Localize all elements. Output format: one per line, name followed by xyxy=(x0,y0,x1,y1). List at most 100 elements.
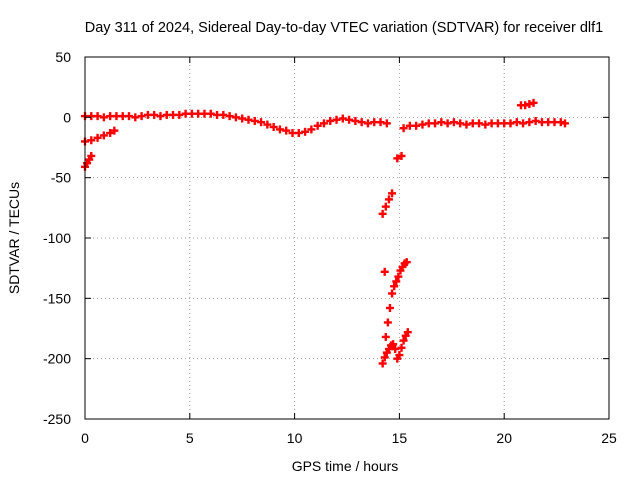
data-point xyxy=(275,125,284,134)
data-point xyxy=(384,195,393,204)
data-point xyxy=(378,359,387,368)
data-point xyxy=(392,277,401,286)
data-point xyxy=(326,116,335,125)
data-point xyxy=(150,110,159,119)
data-point xyxy=(381,332,390,341)
data-point xyxy=(529,98,538,107)
x-tick-label: 5 xyxy=(186,430,194,446)
data-point xyxy=(263,120,272,129)
grid-lines xyxy=(85,57,609,419)
data-point xyxy=(313,121,322,130)
data-point xyxy=(403,328,412,337)
data-point xyxy=(338,114,347,123)
data-point xyxy=(381,202,390,211)
data-point xyxy=(87,136,96,145)
data-point xyxy=(391,345,400,354)
data-point xyxy=(556,118,565,127)
data-point xyxy=(257,118,266,127)
chart-title: Day 311 of 2024, Sidereal Day-to-day VTE… xyxy=(85,20,603,36)
data-point xyxy=(376,118,385,127)
data-point xyxy=(385,303,394,312)
data-point xyxy=(250,116,259,125)
axis-ticks xyxy=(84,56,610,420)
y-axis-label: SDTVAR / TECUs xyxy=(6,182,22,294)
data-point xyxy=(307,125,316,134)
data-point xyxy=(106,129,115,138)
y-tick-label: -150 xyxy=(43,290,71,306)
data-point xyxy=(402,258,411,267)
data-point xyxy=(219,110,228,119)
data-point xyxy=(388,289,397,298)
data-point xyxy=(506,119,515,128)
data-point xyxy=(390,282,399,291)
y-tick-labels: -250 -200 -150 -100 -50 0 50 xyxy=(43,49,71,427)
data-point xyxy=(225,112,234,121)
data-point xyxy=(443,119,452,128)
data-point xyxy=(456,119,465,128)
data-point xyxy=(269,122,278,131)
data-point xyxy=(244,115,253,124)
data-point xyxy=(345,115,354,124)
data-point xyxy=(301,127,310,136)
data-point xyxy=(363,119,372,128)
data-point xyxy=(351,116,360,125)
data-point xyxy=(395,351,404,360)
data-point xyxy=(231,113,240,122)
data-point xyxy=(397,343,406,352)
data-point xyxy=(431,119,440,128)
data-point xyxy=(99,113,108,122)
data-point xyxy=(294,129,303,138)
data-point xyxy=(412,121,421,130)
data-point xyxy=(389,340,398,349)
x-tick-label: 10 xyxy=(287,430,303,446)
data-point xyxy=(125,112,134,121)
data-point xyxy=(397,151,406,160)
data-point xyxy=(380,353,389,362)
data-point xyxy=(388,189,397,198)
y-tick-label: 0 xyxy=(63,109,71,125)
data-point xyxy=(449,118,458,127)
data-point xyxy=(382,119,391,128)
data-point xyxy=(393,154,402,163)
data-point xyxy=(131,113,140,122)
data-point xyxy=(156,112,165,121)
y-tick-label: -100 xyxy=(43,230,71,246)
data-point xyxy=(137,112,146,121)
y-tick-label: -200 xyxy=(43,351,71,367)
x-axis-label: GPS time / hours xyxy=(292,458,399,474)
data-point xyxy=(93,133,102,142)
x-tick-label: 15 xyxy=(392,430,408,446)
data-point xyxy=(93,112,102,121)
y-tick-label: 50 xyxy=(55,49,71,65)
data-point xyxy=(332,115,341,124)
data-point xyxy=(481,120,490,129)
data-point xyxy=(238,114,247,123)
data-point xyxy=(319,119,328,128)
plot-frame xyxy=(84,56,610,420)
data-point xyxy=(206,109,215,118)
x-tick-label: 0 xyxy=(81,430,89,446)
data-point xyxy=(531,116,540,125)
data-point xyxy=(380,267,389,276)
data-point xyxy=(418,120,427,129)
data-point xyxy=(357,118,366,127)
y-tick-label: -250 xyxy=(43,411,71,427)
data-point xyxy=(394,272,403,281)
x-tick-label: 25 xyxy=(601,430,617,446)
data-point xyxy=(525,118,534,127)
data-points xyxy=(81,98,569,368)
data-point xyxy=(87,151,96,160)
data-point xyxy=(525,100,534,109)
data-point xyxy=(399,336,408,345)
x-tick-label: 20 xyxy=(496,430,512,446)
data-point xyxy=(110,126,119,135)
data-point xyxy=(437,118,446,127)
data-point xyxy=(560,119,569,128)
data-point xyxy=(175,110,184,119)
data-point xyxy=(462,120,471,129)
data-point xyxy=(475,119,484,128)
data-point xyxy=(512,118,521,127)
data-point xyxy=(521,101,530,110)
data-point xyxy=(519,119,528,128)
data-point xyxy=(399,124,408,133)
